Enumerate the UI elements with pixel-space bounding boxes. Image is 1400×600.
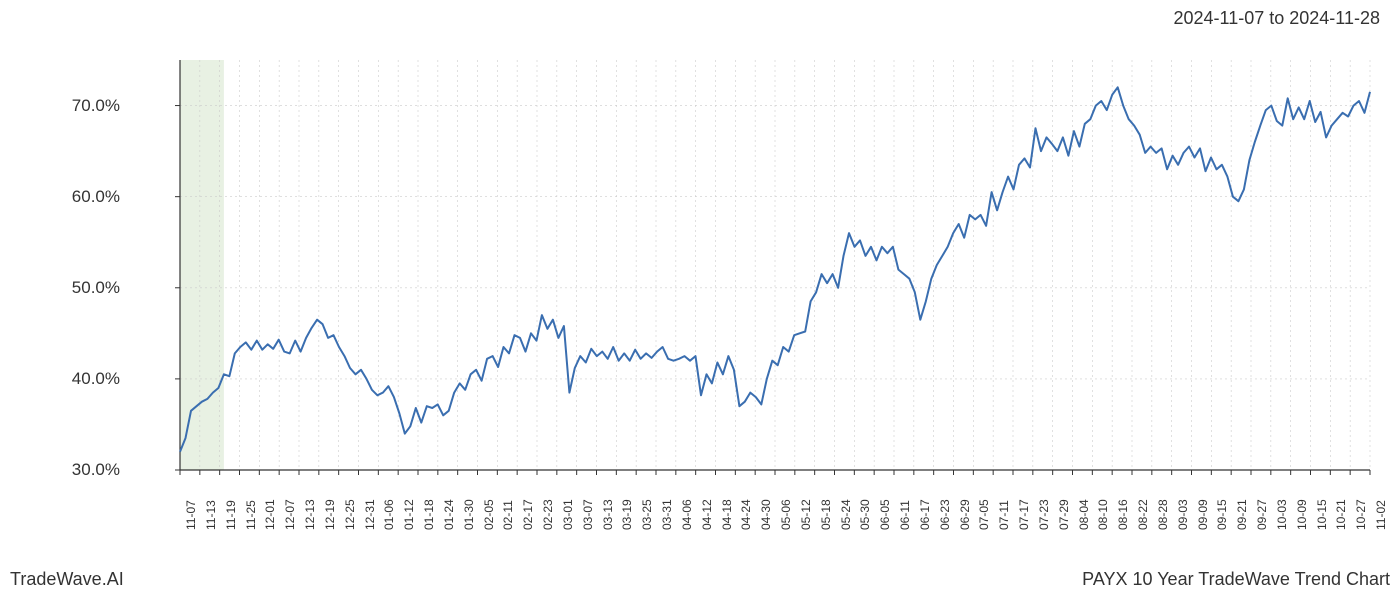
x-tick-label: 06-23 — [938, 499, 952, 530]
x-tick-label: 10-03 — [1275, 499, 1289, 530]
x-tick-label: 11-25 — [244, 500, 258, 530]
x-tick-label: 04-18 — [720, 499, 734, 530]
x-tick-label: 03-13 — [601, 499, 615, 530]
x-tick-label: 05-06 — [779, 499, 793, 530]
x-tick-label: 12-31 — [363, 499, 377, 530]
y-tick-label: 30.0% — [40, 460, 120, 480]
date-range-label: 2024-11-07 to 2024-11-28 — [1174, 8, 1381, 29]
x-tick-label: 10-27 — [1354, 499, 1368, 530]
x-tick-label: 11-02 — [1374, 500, 1388, 530]
x-tick-label: 10-21 — [1334, 499, 1348, 530]
y-tick-label: 60.0% — [40, 187, 120, 207]
x-tick-label: 02-05 — [482, 499, 496, 530]
x-tick-label: 12-13 — [303, 499, 317, 530]
x-tick-label: 06-05 — [878, 499, 892, 530]
trend-chart — [130, 50, 1380, 480]
x-tick-label: 12-07 — [283, 499, 297, 530]
x-tick-label: 08-04 — [1077, 499, 1091, 530]
footer-brand: TradeWave.AI — [10, 569, 124, 590]
x-tick-label: 03-19 — [620, 499, 634, 530]
x-tick-label: 11-07 — [184, 500, 198, 530]
x-tick-label: 12-25 — [343, 499, 357, 530]
x-tick-label: 06-17 — [918, 499, 932, 530]
x-tick-label: 01-24 — [442, 499, 456, 530]
x-tick-label: 05-24 — [839, 499, 853, 530]
x-tick-label: 10-15 — [1315, 499, 1329, 530]
x-tick-label: 06-29 — [958, 499, 972, 530]
x-tick-label: 09-27 — [1255, 499, 1269, 530]
x-tick-label: 09-15 — [1215, 499, 1229, 530]
y-tick-label: 40.0% — [40, 369, 120, 389]
x-tick-label: 05-12 — [799, 499, 813, 530]
x-tick-label: 06-11 — [898, 500, 912, 530]
x-tick-label: 09-09 — [1196, 499, 1210, 530]
x-tick-label: 08-10 — [1096, 499, 1110, 530]
footer-chart-title: PAYX 10 Year TradeWave Trend Chart — [1082, 569, 1390, 590]
x-tick-label: 11-19 — [224, 500, 238, 530]
x-tick-label: 11-13 — [204, 500, 218, 530]
x-tick-label: 03-07 — [581, 499, 595, 530]
x-tick-label: 04-30 — [759, 499, 773, 530]
x-tick-label: 01-06 — [382, 499, 396, 530]
x-tick-label: 02-23 — [541, 499, 555, 530]
x-tick-label: 09-03 — [1176, 499, 1190, 530]
x-tick-label: 04-12 — [700, 499, 714, 530]
x-tick-label: 03-25 — [640, 499, 654, 530]
y-tick-label: 50.0% — [40, 278, 120, 298]
x-tick-label: 01-12 — [402, 499, 416, 530]
x-tick-label: 04-06 — [680, 499, 694, 530]
x-tick-label: 05-18 — [819, 499, 833, 530]
x-tick-label: 07-11 — [997, 500, 1011, 530]
x-tick-label: 07-05 — [977, 499, 991, 530]
x-tick-label: 08-22 — [1136, 499, 1150, 530]
x-tick-label: 01-30 — [462, 499, 476, 530]
x-tick-label: 01-18 — [422, 499, 436, 530]
x-tick-label: 09-21 — [1235, 499, 1249, 530]
x-tick-label: 04-24 — [739, 499, 753, 530]
x-tick-label: 12-01 — [263, 499, 277, 530]
x-tick-label: 02-11 — [501, 500, 515, 530]
x-tick-label: 02-17 — [521, 499, 535, 530]
x-tick-label: 12-19 — [323, 499, 337, 530]
x-tick-label: 07-29 — [1057, 499, 1071, 530]
chart-container — [130, 50, 1380, 480]
x-tick-label: 03-31 — [660, 499, 674, 530]
y-tick-label: 70.0% — [40, 96, 120, 116]
x-tick-label: 08-16 — [1116, 499, 1130, 530]
x-tick-label: 07-17 — [1017, 499, 1031, 530]
x-tick-label: 03-01 — [561, 499, 575, 530]
x-tick-label: 08-28 — [1156, 499, 1170, 530]
x-tick-label: 07-23 — [1037, 499, 1051, 530]
x-tick-label: 05-30 — [858, 499, 872, 530]
x-tick-label: 10-09 — [1295, 499, 1309, 530]
